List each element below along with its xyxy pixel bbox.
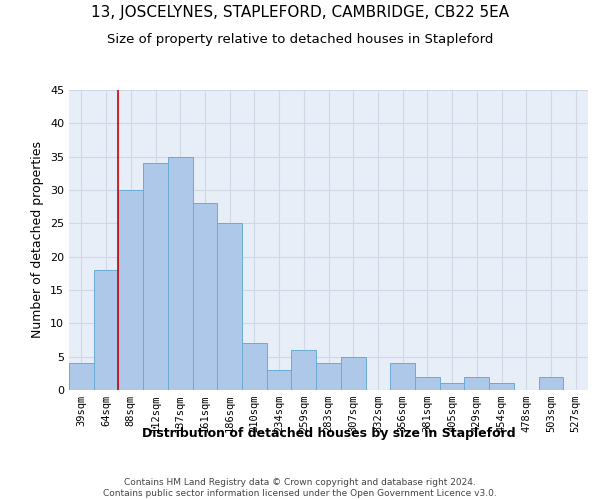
Bar <box>341 356 365 390</box>
Bar <box>217 224 242 390</box>
Bar <box>539 376 563 390</box>
Bar <box>94 270 118 390</box>
Bar <box>489 384 514 390</box>
Bar <box>390 364 415 390</box>
Bar <box>267 370 292 390</box>
Bar <box>316 364 341 390</box>
Bar <box>440 384 464 390</box>
Bar <box>193 204 217 390</box>
Bar <box>292 350 316 390</box>
Text: 13, JOSCELYNES, STAPLEFORD, CAMBRIDGE, CB22 5EA: 13, JOSCELYNES, STAPLEFORD, CAMBRIDGE, C… <box>91 5 509 20</box>
Bar <box>168 156 193 390</box>
Y-axis label: Number of detached properties: Number of detached properties <box>31 142 44 338</box>
Bar <box>415 376 440 390</box>
Text: Distribution of detached houses by size in Stapleford: Distribution of detached houses by size … <box>142 428 515 440</box>
Bar <box>143 164 168 390</box>
Bar <box>464 376 489 390</box>
Bar <box>69 364 94 390</box>
Bar <box>118 190 143 390</box>
Text: Contains HM Land Registry data © Crown copyright and database right 2024.
Contai: Contains HM Land Registry data © Crown c… <box>103 478 497 498</box>
Bar <box>242 344 267 390</box>
Text: Size of property relative to detached houses in Stapleford: Size of property relative to detached ho… <box>107 32 493 46</box>
